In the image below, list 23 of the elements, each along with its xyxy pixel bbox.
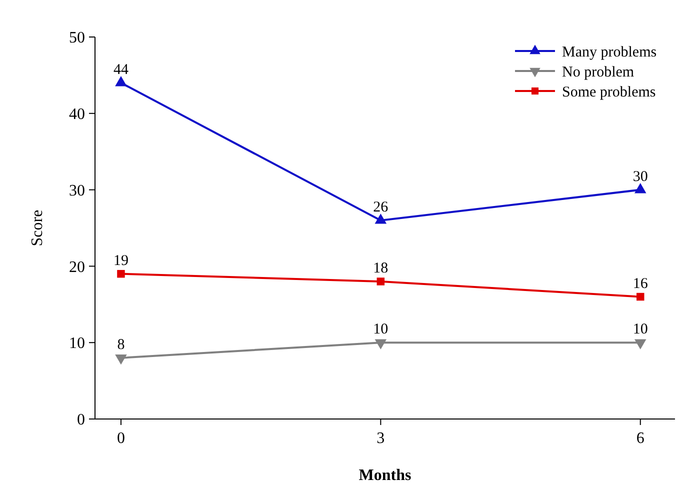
legend-label: Many problems xyxy=(562,44,657,60)
x-tick-label: 0 xyxy=(116,430,125,447)
y-tick-label: 10 xyxy=(69,335,85,352)
y-tick-label: 30 xyxy=(69,182,85,200)
data-label: 30 xyxy=(632,168,648,185)
data-label: 18 xyxy=(373,260,388,276)
x-axis-title: Months xyxy=(358,467,412,484)
y-tick-label: 50 xyxy=(69,30,85,47)
data-label: 19 xyxy=(113,252,128,269)
y-tick-label: 40 xyxy=(69,106,85,123)
data-label: 44 xyxy=(113,62,129,78)
y-axis-title: Score xyxy=(29,210,46,246)
data-label: 26 xyxy=(373,199,389,216)
data-label: 10 xyxy=(632,322,648,338)
x-tick-label: 3 xyxy=(376,430,385,447)
data-label: 8 xyxy=(117,336,125,353)
y-tick-label: 20 xyxy=(69,258,85,276)
legend-label: Some problems xyxy=(562,84,656,100)
x-tick-label: 6 xyxy=(636,430,644,447)
data-label: 10 xyxy=(373,322,388,338)
y-tick-label: 0 xyxy=(77,412,85,429)
data-label: 16 xyxy=(632,276,648,292)
legend-label: No problem xyxy=(562,64,634,80)
